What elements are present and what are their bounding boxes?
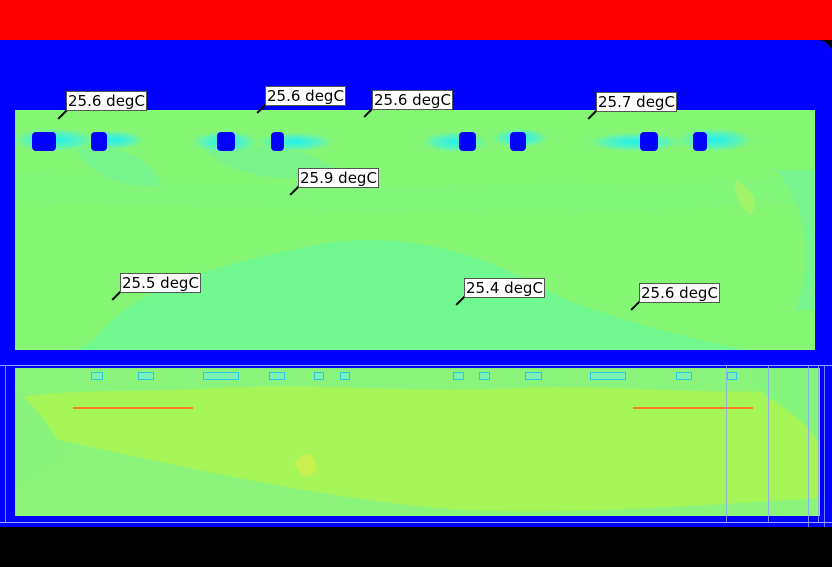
probe-label: 25.6 degC <box>372 90 453 110</box>
diffuser-icon <box>340 372 350 380</box>
probe-label: 25.9 degC <box>298 168 379 188</box>
diffuser-icon <box>453 372 464 380</box>
diffuser-icon <box>479 372 490 380</box>
diffuser-icon <box>314 372 324 380</box>
outline-line <box>824 365 825 527</box>
vent-icon <box>693 132 707 151</box>
outline-line <box>0 522 832 523</box>
outline-line <box>768 365 769 522</box>
bottom-black-strip <box>0 527 832 567</box>
lower-temperature-field <box>15 368 820 516</box>
vent-icon <box>640 132 658 151</box>
diffuser-icon <box>203 372 239 380</box>
diffuser-icon <box>269 372 285 380</box>
outline-line <box>818 365 819 522</box>
lower-field-contours <box>15 368 820 516</box>
diffuser-icon <box>590 372 626 380</box>
vent-icon <box>459 132 476 151</box>
diffuser-icon <box>676 372 692 380</box>
outline-line <box>5 365 6 522</box>
diffuser-icon <box>138 372 154 380</box>
top-red-band <box>0 0 832 40</box>
diffuser-icon <box>727 372 737 380</box>
vent-icon <box>510 132 526 151</box>
vent-icon <box>217 132 235 151</box>
outline-line <box>726 365 727 522</box>
probe-label: 25.6 degC <box>66 91 147 111</box>
outline-line <box>0 365 832 366</box>
upper-temperature-field <box>15 110 815 350</box>
outline-line <box>808 365 809 527</box>
probe-label: 25.6 degC <box>265 86 346 106</box>
probe-label: 25.5 degC <box>120 273 201 293</box>
orange-line <box>633 407 753 409</box>
probe-label: 25.6 degC <box>639 283 720 303</box>
diffuser-icon <box>525 372 542 380</box>
orange-line <box>73 407 193 409</box>
probe-label: 25.7 degC <box>596 92 677 112</box>
vent-icon <box>91 132 107 151</box>
vent-icon <box>32 132 56 151</box>
vent-icon <box>271 132 284 151</box>
diffuser-icon <box>91 372 103 380</box>
probe-label: 25.4 degC <box>464 278 545 298</box>
